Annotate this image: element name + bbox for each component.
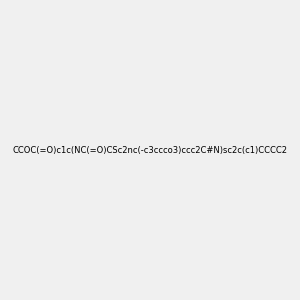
- Text: CCOC(=O)c1c(NC(=O)CSc2nc(-c3ccco3)ccc2C#N)sc2c(c1)CCCC2: CCOC(=O)c1c(NC(=O)CSc2nc(-c3ccco3)ccc2C#…: [13, 146, 287, 154]
